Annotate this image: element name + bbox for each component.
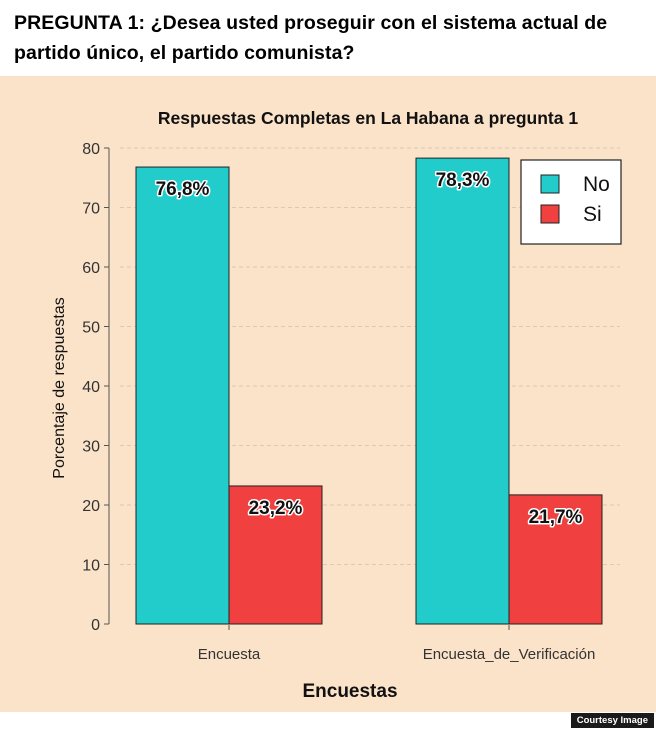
image-credit: Courtesy Image xyxy=(570,713,654,728)
data-label: 23,2% xyxy=(249,498,303,519)
data-label: 78,3% xyxy=(436,170,490,191)
y-tick-label: 70 xyxy=(82,201,100,218)
bar-si xyxy=(508,494,603,625)
data-label: 21,7% xyxy=(529,507,583,528)
y-tick-label: 0 xyxy=(91,617,100,634)
y-tick-label: 50 xyxy=(82,320,100,337)
x-axis-label: Encuestas xyxy=(302,681,397,702)
y-tick-label: 80 xyxy=(82,141,100,158)
legend-swatch-no xyxy=(540,174,560,194)
bar-si xyxy=(228,485,323,625)
y-tick-label: 10 xyxy=(82,558,100,575)
y-tick-label: 30 xyxy=(82,439,100,456)
bar-no xyxy=(415,157,510,625)
y-tick-label: 40 xyxy=(82,379,100,396)
question-heading: PREGUNTA 1: ¿Desea usted proseguir con e… xyxy=(14,12,608,64)
data-label: 76,8% xyxy=(156,179,210,200)
credit-strip xyxy=(0,712,656,730)
legend-label-si: Si xyxy=(583,203,602,226)
y-tick-label: 60 xyxy=(82,260,100,277)
y-tick-label: 20 xyxy=(82,498,100,515)
legend-box xyxy=(520,159,622,245)
chart-title: Respuestas Completas en La Habana a preg… xyxy=(158,108,578,128)
bar-no xyxy=(135,166,230,625)
x-tick-label: Encuesta_de_Verificación xyxy=(423,646,596,663)
legend-label-no: No xyxy=(583,173,610,196)
x-tick-label: Encuesta xyxy=(198,646,261,663)
y-axis-label: Porcentaje de respuestas xyxy=(51,297,68,478)
legend-swatch-si xyxy=(540,204,560,224)
